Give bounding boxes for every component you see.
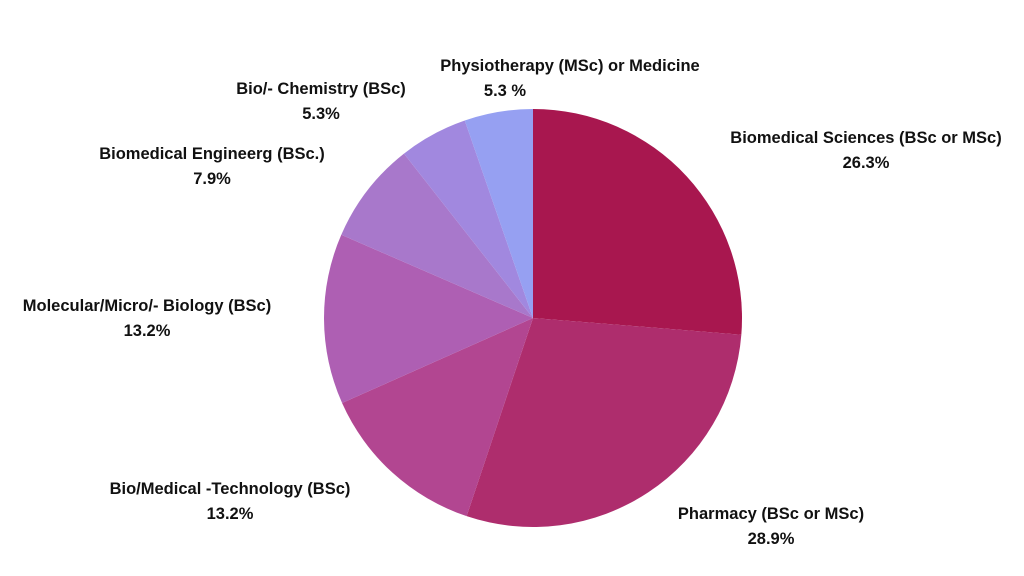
slice-value-physiotherapy-medicine: 5.3 % [484, 82, 527, 100]
slice-label-biomedical-sciences: Biomedical Sciences (BSc or MSc) [730, 129, 1001, 147]
pie-slices [324, 109, 742, 527]
slice-label-bio-chemistry: Bio/- Chemistry (BSc) [236, 80, 406, 98]
slice-value-pharmacy: 28.9% [748, 530, 795, 548]
pie-labels: Biomedical Sciences (BSc or MSc) 26.3% P… [23, 57, 1002, 548]
slice-physiotherapy-medicine [464, 109, 533, 318]
slice-label-biomedical-technology: Bio/Medical -Technology (BSc) [110, 480, 351, 498]
slice-value-bio-chemistry: 5.3% [302, 105, 340, 123]
slice-value-biomedical-sciences: 26.3% [843, 154, 890, 172]
slice-biomedical-technology [342, 318, 533, 517]
slice-label-physiotherapy-medicine: Physiotherapy (MSc) or Medicine [440, 57, 699, 75]
slice-label-biomedical-engineering: Biomedical Engineerg (BSc.) [99, 145, 325, 163]
slice-value-biomedical-engineering: 7.9% [193, 170, 231, 188]
slice-molecular-micro-biology [324, 234, 533, 404]
slice-pharmacy [466, 318, 742, 527]
slice-biomedical-engineering [341, 153, 533, 318]
slice-bio-chemistry [403, 120, 533, 319]
slice-value-molecular-micro-biology: 13.2% [124, 322, 171, 340]
slice-value-biomedical-technology: 13.2% [207, 505, 254, 523]
slice-label-molecular-micro-biology: Molecular/Micro/- Biology (BSc) [23, 297, 271, 315]
slice-biomedical-sciences [533, 109, 742, 335]
slice-label-pharmacy: Pharmacy (BSc or MSc) [678, 505, 864, 523]
